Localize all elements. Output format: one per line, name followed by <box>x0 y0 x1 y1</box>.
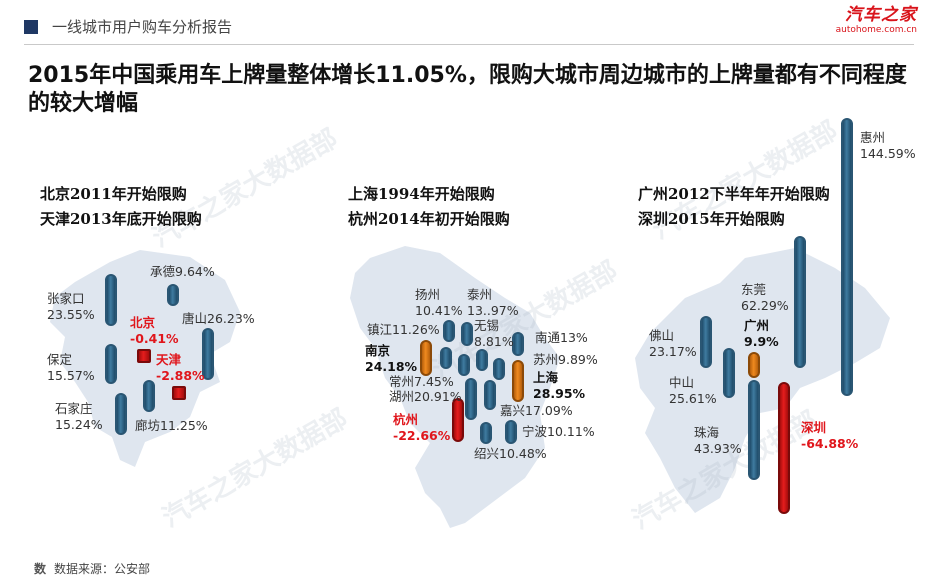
report-title: 一线城市用户购车分析报告 <box>52 18 233 36</box>
city-label-beijing: 北京 -0.41% <box>130 315 179 346</box>
data-source-text: 数据来源：公安部 <box>54 562 151 576</box>
city-label-zhenjiang: 镇江11.26% <box>367 322 440 337</box>
bar-hangzhou <box>452 398 464 442</box>
section-title-beijing: 北京2011年开始限购 天津2013年底开始限购 <box>40 182 202 232</box>
bar-zhenjiang <box>440 347 452 369</box>
city-label-zhongshan: 中山 25.61% <box>669 375 717 406</box>
bar-dongguan <box>794 236 806 368</box>
city-label-nantong: 南通13% <box>535 330 588 345</box>
bar-beijing <box>137 349 151 363</box>
city-label-tianjin: 天津 -2.88% <box>156 352 205 383</box>
city-label-langfang: 廊坊11.25% <box>135 418 208 433</box>
bar-suzhou <box>493 358 505 380</box>
bar-zhangjiakou <box>105 274 117 326</box>
city-label-yangzhou: 扬州 10.41% <box>415 287 463 318</box>
city-label-hangzhou: 杭州 -22.66% <box>393 412 451 443</box>
city-label-shijiazhuang: 石家庄 15.24% <box>55 401 103 432</box>
bar-nantong <box>512 332 524 356</box>
bar-chengde <box>167 284 179 306</box>
city-label-baoding: 保定 15.57% <box>47 352 95 383</box>
pearl-delta-map <box>635 248 890 513</box>
yangtze-delta-map <box>350 246 560 528</box>
city-label-guangzhou: 广州 9.9% <box>744 318 779 349</box>
bar-huizhou <box>841 118 853 396</box>
city-label-jiaxing: 嘉兴17.09% <box>500 403 573 418</box>
city-label-shenzhen: 深圳 -64.88% <box>801 420 859 451</box>
bar-changzhou <box>458 354 470 376</box>
city-label-changzhou: 常州7.45% <box>389 374 454 389</box>
bar-jiaxing <box>484 380 496 410</box>
logo-url: autohome.com.cn <box>835 25 917 35</box>
city-label-taizhou: 泰州 13..97% <box>467 287 519 318</box>
city-label-ningbo: 宁波10.11% <box>522 424 595 439</box>
bar-guangzhou <box>748 352 760 378</box>
top-bar: 一线城市用户购车分析报告 <box>0 0 935 46</box>
section-title-guangzhou: 广州2012下半年年开始限购 深圳2015年开始限购 <box>638 182 830 232</box>
data-icon: 数 <box>34 562 47 576</box>
bar-huzhou <box>465 378 477 420</box>
bar-zhongshan <box>723 348 735 398</box>
bar-foshan <box>700 316 712 368</box>
section-title-line-2: 深圳2015年开始限购 <box>638 210 785 228</box>
page-title: 2015年中国乘用车上牌量整体增长11.05%，限购大城市周边城市的上牌量都有不… <box>28 63 907 116</box>
bar-zhuhai <box>748 380 760 480</box>
bar-langfang <box>143 380 155 412</box>
city-label-shaoxing: 绍兴10.48% <box>474 446 547 461</box>
bullet-square-icon <box>24 20 38 34</box>
city-label-huzhou: 湖州20.91% <box>389 389 462 404</box>
bar-shanghai <box>512 360 524 402</box>
bar-tianjin <box>172 386 186 400</box>
city-label-chengde: 承德9.64% <box>150 264 215 279</box>
header-divider <box>24 44 914 45</box>
city-label-tangshan: 唐山26.23% <box>182 311 255 326</box>
city-label-dongguan: 东莞 62.29% <box>741 282 789 313</box>
autohome-logo[interactable]: 汽车之家 autohome.com.cn <box>835 5 917 36</box>
bar-shenzhen <box>778 382 790 514</box>
data-source-footer: 数数据来源：公安部 <box>34 560 150 577</box>
bar-baoding <box>105 344 117 384</box>
logo-text: 汽车之家 <box>845 5 917 25</box>
section-title-shanghai: 上海1994年开始限购 杭州2014年初开始限购 <box>348 182 510 232</box>
bar-ningbo <box>505 420 517 444</box>
city-label-zhuhai: 珠海 43.93% <box>694 425 742 456</box>
city-label-zhangjiakou: 张家口 23.55% <box>47 291 95 322</box>
section-title-line-1: 广州2012下半年年开始限购 <box>638 185 830 203</box>
city-label-huizhou: 惠州 144.59% <box>860 130 916 161</box>
city-label-nanjing: 南京 24.18% <box>365 343 418 374</box>
city-label-foshan: 佛山 23.17% <box>649 328 697 359</box>
city-label-suzhou: 苏州9.89% <box>533 352 598 367</box>
section-title-line-2: 天津2013年底开始限购 <box>40 210 202 228</box>
section-title-line-1: 北京2011年开始限购 <box>40 185 187 203</box>
bar-tangshan <box>202 328 214 380</box>
section-title-line-1: 上海1994年开始限购 <box>348 185 495 203</box>
bar-shijiazhuang <box>115 393 127 435</box>
city-label-shanghai: 上海 28.95% <box>533 370 586 401</box>
bar-wuxi <box>476 349 488 371</box>
section-title-line-2: 杭州2014年初开始限购 <box>348 210 510 228</box>
bar-taizhou <box>461 322 473 346</box>
bar-yangzhou <box>443 320 455 342</box>
city-label-wuxi: 无锡 8.81% <box>474 318 514 349</box>
bar-shaoxing <box>480 422 492 444</box>
bar-nanjing <box>420 340 432 376</box>
